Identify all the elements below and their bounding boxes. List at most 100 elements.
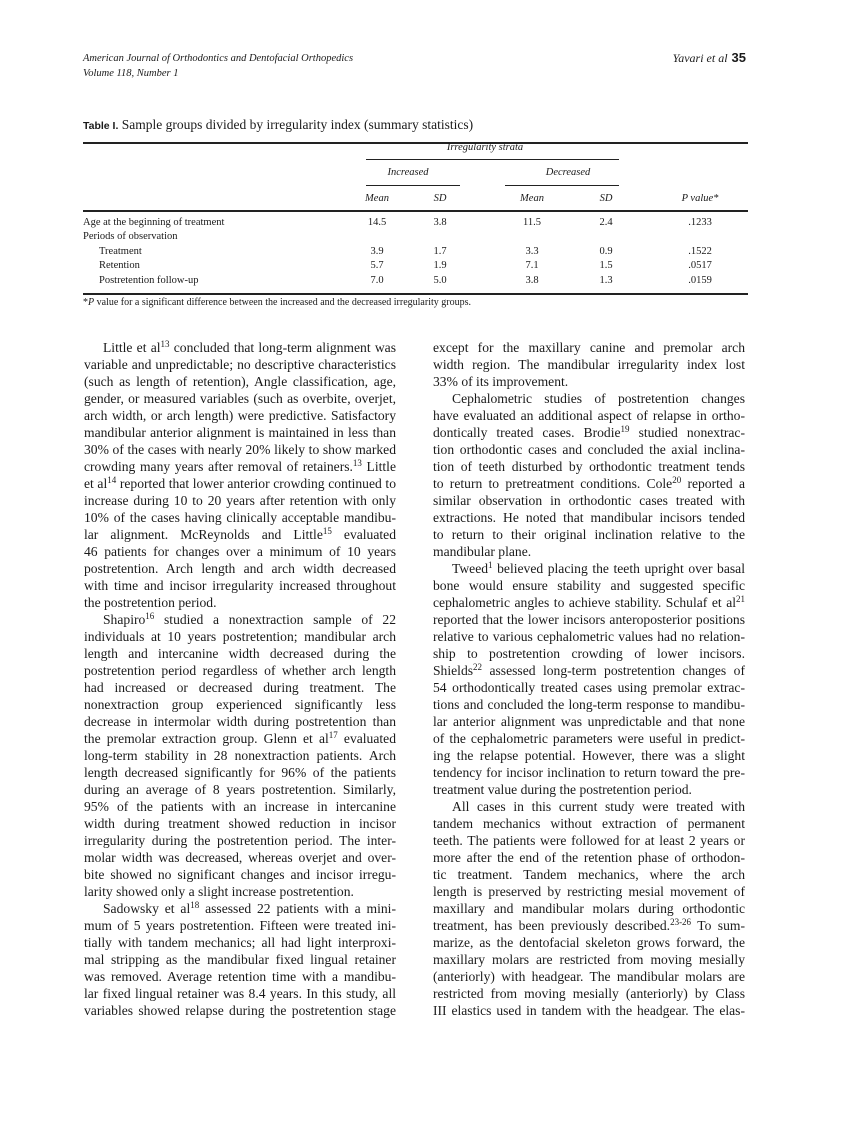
authors: Yavari et al [672, 51, 728, 65]
citation-superscript: 13 [352, 458, 362, 468]
table-cell: 1.5 [599, 260, 613, 272]
citation-superscript: 15 [322, 526, 332, 536]
text-line: during an average of 8 years postretenti… [84, 782, 396, 797]
table-title: Sample groups divided by irregularity in… [121, 117, 474, 132]
text-line: 54 orthodontically treated cases using p… [433, 680, 745, 695]
text-line: bite showed no significant changes and i… [84, 867, 396, 882]
text-line: cephalometric angles to achieve stabilit… [433, 594, 745, 611]
text-line: had increased or decreased during treatm… [84, 680, 396, 695]
col-header-sd-dec: SD [599, 193, 613, 204]
text-line: 46 patients for changes over a minimum o… [84, 544, 396, 559]
table-row-label: Postretention follow-up [99, 274, 199, 286]
text-line: with time and incisor irregularity incre… [84, 578, 396, 593]
text-line: marize, as the dentofacial skeleton grow… [433, 935, 745, 950]
table-label: Table I. [83, 120, 119, 132]
table-cell: 3.8 [433, 217, 447, 228]
text-line: was removed. Average retention time with… [84, 969, 396, 984]
paragraph: All cases in this current study were tre… [433, 798, 745, 1019]
text-line: reported that the lower incisors anterop… [433, 612, 745, 627]
paragraph: Sadowsky et al18 assessed 22 patients wi… [84, 900, 396, 1019]
running-header-right: Yavari et al 35 [673, 50, 746, 66]
text-line: to return to pretreatment conditions. Co… [433, 475, 746, 492]
text-line: have evaluated an additional aspect of r… [433, 408, 745, 423]
text-line: Shapiro16 studied a nonextraction sample… [103, 611, 396, 628]
text-line: Little et al13 concluded that long-term … [103, 339, 396, 356]
text-line: of the cephalometric parameters were use… [433, 731, 745, 746]
table-cell: 1.7 [433, 245, 447, 257]
table-cell: 0.9 [599, 245, 613, 257]
citation-superscript: 21 [736, 594, 745, 604]
text-line: restricted from moving mesially (anterio… [433, 986, 745, 1001]
table-cell: 3.8 [525, 274, 539, 286]
paragraph: Tweed1 believed placing the teeth uprigh… [433, 560, 745, 798]
text-line: 95% of the patients with an increase in … [84, 799, 396, 814]
text-line: length and intercanine width decreased d… [84, 646, 396, 661]
text-line: Tweed1 believed placing the teeth uprigh… [452, 560, 745, 577]
table-row-label: Periods of observation [83, 231, 178, 243]
table-cell: 1.9 [433, 260, 447, 272]
text-line: length decreased significantly for 96% o… [84, 765, 396, 780]
text-line: larity showed only a slight increase pos… [84, 884, 354, 899]
table-cell: .0159 [688, 274, 712, 286]
text-line: tandem mechanics without extraction of p… [433, 816, 745, 831]
text-line: (anteriorly) with headgear. The mandibul… [433, 969, 745, 984]
text-line: nonextraction group experienced signific… [84, 697, 396, 712]
citation-superscript: 13 [160, 339, 170, 349]
citation-superscript: 17 [328, 730, 338, 740]
text-line: 30% of the cases with nearly 20% likely … [84, 442, 396, 457]
table-row-label: Retention [99, 260, 140, 272]
text-line: extractions. He noted that mandibular in… [433, 510, 745, 525]
running-header-left: American Journal of Orthodontics and Den… [83, 51, 353, 81]
col-header-mean-inc: Mean [365, 193, 389, 204]
text-line: increase during 10 to 20 years after ret… [84, 493, 396, 508]
table-cell: .1233 [688, 217, 712, 228]
text-line: tions and concluded the long-term respon… [433, 697, 745, 712]
paragraph: Little et al13 concluded that long-term … [84, 339, 396, 611]
text-line: dontically treated cases. Brodie19 studi… [433, 424, 745, 441]
text-line: All cases in this current study were tre… [452, 799, 745, 814]
text-line: maxillary molars are restricted from mov… [433, 952, 745, 967]
text-line: 33% of its improvement. [433, 374, 569, 389]
table-cell: .0517 [688, 260, 712, 272]
text-line: arch width, or arch length) were predict… [84, 408, 396, 423]
col-header-mean-dec: Mean [520, 193, 544, 204]
page-number: 35 [731, 50, 746, 65]
group-header-increased: Increased [387, 167, 429, 178]
citation-superscript: 1 [488, 560, 493, 570]
paragraph: Cephalometric studies of postretention c… [433, 390, 745, 560]
text-line: Shields22 assessed long-term postretenti… [433, 662, 745, 679]
text-line: mum of 5 years postretention. Fifteen we… [84, 918, 396, 933]
text-line: length is preserved by restricting mesia… [433, 884, 745, 899]
text-line: teeth. The patients were followed for at… [433, 833, 745, 848]
text-line: lar fixed lingual retainer was 8.4 years… [84, 986, 396, 1001]
text-line: width during treatment showed reduction … [84, 816, 396, 831]
table-cell: 7.0 [370, 274, 384, 286]
citation-superscript: 16 [145, 611, 155, 621]
table-header-rule [83, 210, 748, 212]
table-top-rule [83, 142, 748, 144]
table-cell: 1.3 [599, 274, 613, 286]
text-line: III elastics used in tandem with the hea… [433, 1003, 745, 1018]
text-line: treatment value during the postretention… [433, 782, 692, 797]
text-line: lar alignment. McReynolds and Little15 e… [84, 526, 396, 543]
text-line: Sadowsky et al18 assessed 22 patients wi… [103, 900, 396, 917]
text-line: similar observation in orthodontic cases… [433, 493, 745, 508]
text-line: mandibular plane. [433, 544, 532, 559]
text-line: maxillary and mandibular molars during o… [433, 901, 745, 916]
table-cell: 2.4 [599, 217, 613, 228]
citation-superscript: 20 [672, 475, 682, 485]
group-rule-decreased [505, 185, 619, 186]
text-line: decrease in intermolar width during post… [84, 714, 396, 729]
table-row-label: Treatment [99, 245, 142, 257]
journal-volume: Volume 118, Number 1 [83, 68, 179, 79]
table-cell: 14.5 [367, 217, 387, 228]
table-cell: 3.9 [370, 245, 384, 257]
text-line: et al14 reported that lower anterior cro… [84, 475, 396, 492]
table-row-label: Age at the beginning of treatment [83, 217, 225, 228]
text-line: postretention period regardless of wheth… [84, 663, 396, 678]
text-line: treatment, has been previously described… [433, 917, 745, 934]
text-line: tion orthodontic cases and concluded the… [433, 442, 745, 457]
spanner-header: Irregularity strata [446, 142, 524, 153]
text-line: (such as length of retention), Angle cla… [84, 374, 396, 389]
text-line: gender, or measured variables (such as o… [84, 391, 396, 406]
